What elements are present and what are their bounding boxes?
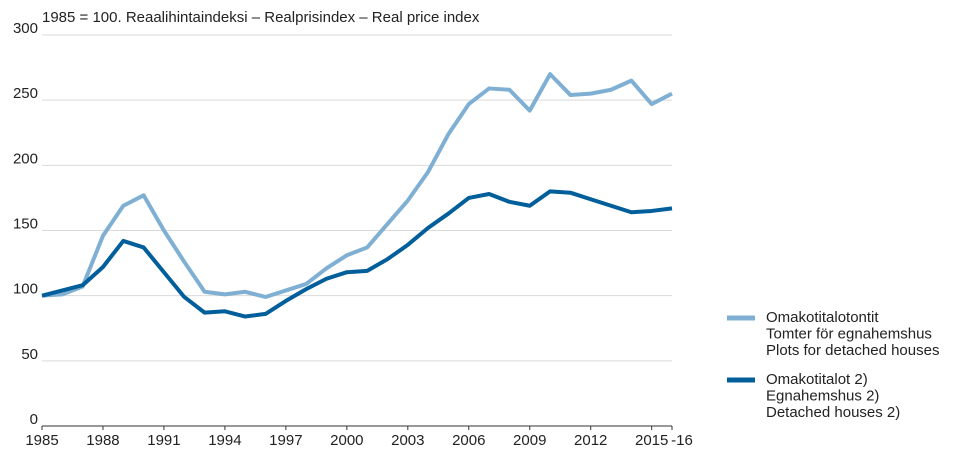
y-tick-label: 50 bbox=[21, 346, 38, 363]
x-tick-label: 1991 bbox=[147, 432, 180, 449]
x-tick-label: 1988 bbox=[86, 432, 119, 449]
x-tick-label: -16 bbox=[671, 432, 693, 449]
series-line bbox=[41, 189, 673, 319]
y-tick-label: 100 bbox=[13, 281, 38, 298]
y-tick-label: 300 bbox=[13, 20, 38, 37]
x-tick-label: 2012 bbox=[574, 432, 607, 449]
x-tick-label: 1985 bbox=[25, 432, 58, 449]
x-tick-label: 2006 bbox=[452, 432, 485, 449]
y-tick-label: 0 bbox=[30, 411, 38, 428]
x-tick-label: 2009 bbox=[513, 432, 546, 449]
y-tick-label: 200 bbox=[13, 150, 38, 167]
legend-label: Egnahemshus 2) bbox=[766, 387, 879, 404]
x-tick-label: 1994 bbox=[208, 432, 241, 449]
x-tick-label: 1997 bbox=[269, 432, 302, 449]
legend-label: Omakotitalotontit bbox=[766, 309, 879, 326]
legend-label: Plots for detached houses bbox=[766, 342, 939, 359]
legend-label: Omakotitalot 2) bbox=[766, 371, 868, 388]
y-tick-label: 150 bbox=[13, 215, 38, 232]
x-tick-label: 2015 bbox=[635, 432, 668, 449]
y-tick-label: 250 bbox=[13, 85, 38, 102]
series-line bbox=[41, 72, 673, 299]
chart-title: 1985 = 100. Reaalihintaindeksi – Realpri… bbox=[42, 9, 480, 26]
x-tick-label: 2003 bbox=[391, 432, 424, 449]
legend-label: Detached houses 2) bbox=[766, 404, 900, 421]
x-tick-label: 2000 bbox=[330, 432, 363, 449]
legend-label: Tomter för egnahemshus bbox=[766, 325, 932, 342]
